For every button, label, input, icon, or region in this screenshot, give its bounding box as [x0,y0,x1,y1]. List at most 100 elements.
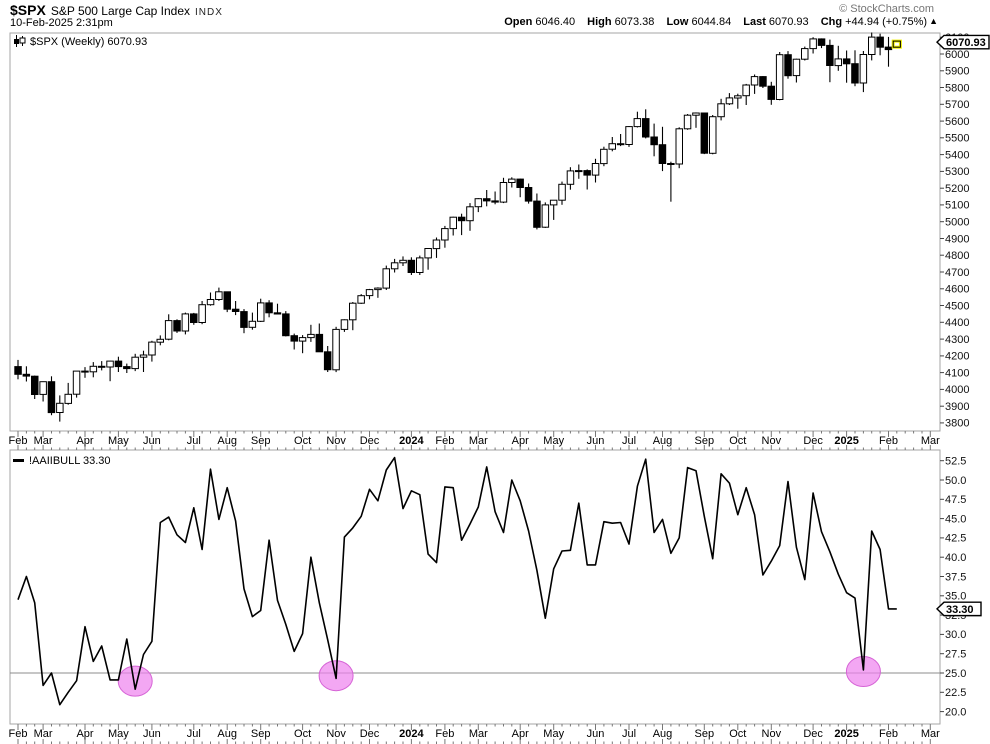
sentiment-low-annotations [117,656,881,697]
low-value: 6044.84 [691,16,732,28]
svg-text:20.0: 20.0 [945,706,966,718]
open-value: 6046.40 [535,16,576,28]
symbol-label: $SPX [10,2,46,18]
svg-text:5300: 5300 [945,166,969,178]
svg-text:42.5: 42.5 [945,533,966,545]
svg-text:5100: 5100 [945,200,969,212]
svg-text:Sep: Sep [251,435,271,447]
x-axis-labels: Feb Feb Mar Mar Apr Apr May May Jun Jun Jul Jul Aug A… [9,435,941,740]
svg-text:Nov: Nov [762,435,782,447]
chart-title: $SPX S&P 500 Large Cap Index INDX [10,2,223,18]
svg-text:37.5: 37.5 [945,571,966,583]
svg-text:35.0: 35.0 [945,591,966,603]
svg-text:5800: 5800 [945,82,969,94]
price-y-axis: 6100600059005800570056005500540053005200… [940,32,969,430]
svg-text:5500: 5500 [945,133,969,145]
svg-text:May: May [543,435,564,447]
svg-text:Nov: Nov [326,728,346,740]
svg-text:5000: 5000 [945,217,969,229]
svg-text:Jun: Jun [587,435,605,447]
svg-text:4700: 4700 [945,267,969,279]
svg-text:Jul: Jul [622,435,636,447]
svg-text:Oct: Oct [729,728,746,740]
price-legend-text: $SPX (Weekly) 6070.93 [30,36,148,48]
svg-text:Apr: Apr [512,435,529,447]
svg-text:Apr: Apr [76,435,93,447]
svg-text:Sep: Sep [695,728,715,740]
svg-text:Jul: Jul [622,728,636,740]
svg-text:Oct: Oct [729,435,746,447]
symbol-name: S&P 500 Large Cap Index [50,4,191,18]
candlestick-series [14,32,902,422]
svg-text:May: May [108,435,129,447]
svg-text:Mar: Mar [921,728,940,740]
svg-text:Feb: Feb [435,728,454,740]
svg-text:May: May [543,728,564,740]
high-value: 6073.38 [614,16,655,28]
svg-text:27.5: 27.5 [945,649,966,661]
line-series-icon [13,459,24,462]
svg-text:40.0: 40.0 [945,552,966,564]
svg-text:3800: 3800 [945,418,969,430]
svg-text:Jun: Jun [143,435,161,447]
chg-label: Chg [820,16,843,28]
last-value: 6070.93 [768,16,809,28]
svg-text:4600: 4600 [945,284,969,296]
svg-text:5200: 5200 [945,183,969,195]
svg-text:2025: 2025 [834,435,858,447]
svg-text:33.30: 33.30 [946,604,974,616]
svg-text:Nov: Nov [762,728,782,740]
svg-text:4200: 4200 [945,351,969,363]
svg-text:4400: 4400 [945,317,969,329]
svg-text:5900: 5900 [945,66,969,78]
last-indicator-tag: 33.30 [935,601,982,617]
quote-summary: Open 6046.40 High 6073.38 Low 6044.84 Last 6… [504,16,938,28]
svg-text:Apr: Apr [76,728,93,740]
svg-text:Jul: Jul [187,728,201,740]
last-price-tag: 6070.93 [935,34,990,50]
aaiibull-line [17,456,897,706]
svg-text:5600: 5600 [945,116,969,128]
svg-text:Jun: Jun [143,728,161,740]
svg-text:Feb: Feb [9,728,28,740]
price-panel-legend: $SPX (Weekly) 6070.93 [13,35,147,50]
last-label: Last [743,16,766,28]
svg-text:22.5: 22.5 [945,687,966,699]
svg-text:Dec: Dec [360,435,380,447]
svg-text:Mar: Mar [469,728,488,740]
svg-text:Dec: Dec [360,728,380,740]
low-label: Low [666,16,689,28]
candlestick-chart-icon [13,35,26,50]
svg-text:4300: 4300 [945,334,969,346]
svg-text:4900: 4900 [945,233,969,245]
svg-text:3900: 3900 [945,401,969,413]
panel-borders [9,32,941,725]
svg-text:Jul: Jul [187,435,201,447]
svg-text:4500: 4500 [945,300,969,312]
svg-text:30.0: 30.0 [945,629,966,641]
svg-text:4800: 4800 [945,250,969,262]
svg-text:5400: 5400 [945,149,969,161]
svg-text:Feb: Feb [435,435,454,447]
svg-text:Aug: Aug [217,728,237,740]
indicator-panel-legend: !AAIIBULL 33.30 [13,455,111,467]
svg-text:Aug: Aug [653,728,673,740]
indicator-y-axis: 52.550.047.545.042.540.037.535.032.530.0… [940,456,966,718]
svg-text:Feb: Feb [9,435,28,447]
svg-text:47.5: 47.5 [945,494,966,506]
svg-text:Sep: Sep [251,728,271,740]
svg-text:Oct: Oct [294,435,311,447]
axis-ticks [17,431,931,744]
svg-text:Mar: Mar [921,435,940,447]
chart-timestamp: 10-Feb-2025 2:31pm [10,17,113,29]
svg-text:2025: 2025 [834,728,858,740]
svg-text:50.0: 50.0 [945,475,966,487]
svg-text:Apr: Apr [512,728,529,740]
high-label: High [587,16,612,28]
svg-text:2024: 2024 [399,728,424,740]
svg-text:5700: 5700 [945,99,969,111]
exchange-label: INDX [195,7,223,18]
svg-text:Feb: Feb [879,435,898,447]
